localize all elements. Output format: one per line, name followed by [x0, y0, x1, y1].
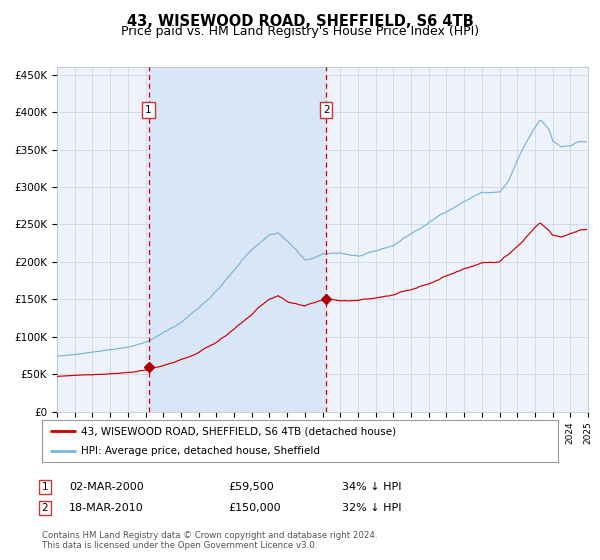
- Text: Contains HM Land Registry data © Crown copyright and database right 2024.
This d: Contains HM Land Registry data © Crown c…: [42, 531, 377, 550]
- Text: 2: 2: [41, 503, 49, 513]
- Text: 02-MAR-2000: 02-MAR-2000: [69, 482, 144, 492]
- Text: 1: 1: [41, 482, 49, 492]
- Text: 34% ↓ HPI: 34% ↓ HPI: [342, 482, 401, 492]
- Text: 1: 1: [145, 105, 152, 115]
- Text: 32% ↓ HPI: 32% ↓ HPI: [342, 503, 401, 513]
- Text: HPI: Average price, detached house, Sheffield: HPI: Average price, detached house, Shef…: [80, 446, 320, 456]
- Text: £150,000: £150,000: [228, 503, 281, 513]
- Bar: [149, 67, 326, 412]
- Text: 18-MAR-2010: 18-MAR-2010: [69, 503, 144, 513]
- Text: £59,500: £59,500: [228, 482, 274, 492]
- Text: 2: 2: [323, 105, 329, 115]
- Text: 43, WISEWOOD ROAD, SHEFFIELD, S6 4TB: 43, WISEWOOD ROAD, SHEFFIELD, S6 4TB: [127, 14, 473, 29]
- Text: 43, WISEWOOD ROAD, SHEFFIELD, S6 4TB (detached house): 43, WISEWOOD ROAD, SHEFFIELD, S6 4TB (de…: [80, 426, 396, 436]
- Text: Price paid vs. HM Land Registry's House Price Index (HPI): Price paid vs. HM Land Registry's House …: [121, 25, 479, 38]
